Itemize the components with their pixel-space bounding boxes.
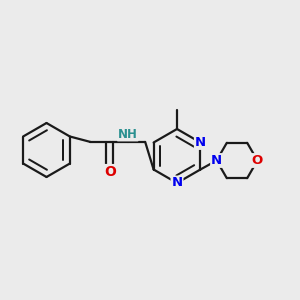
- Text: NH: NH: [118, 128, 138, 141]
- Text: N: N: [195, 136, 206, 149]
- Text: O: O: [104, 165, 116, 179]
- Text: N: N: [171, 176, 183, 190]
- Text: N: N: [211, 154, 222, 167]
- Text: O: O: [252, 154, 263, 167]
